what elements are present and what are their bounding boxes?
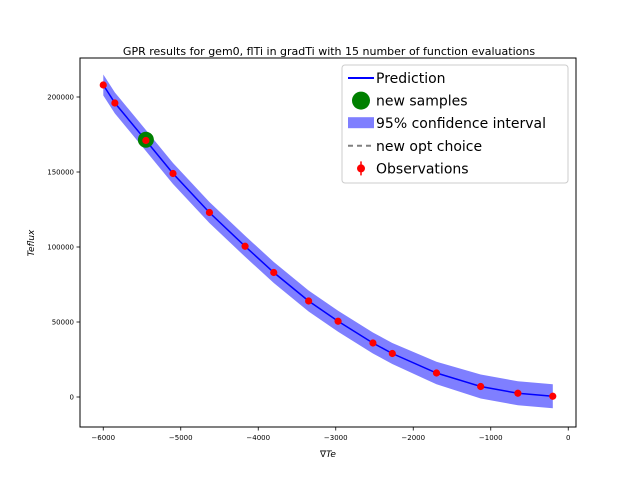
- x-tick-label: 0: [566, 434, 570, 442]
- observation-point: [369, 339, 377, 347]
- y-tick-label: 150000: [47, 169, 74, 177]
- observation-point: [477, 382, 485, 391]
- observation-point: [305, 297, 313, 305]
- x-tick-label: −2000: [401, 434, 425, 442]
- observation-point: [111, 99, 119, 107]
- y-tick-label: 0: [70, 394, 74, 402]
- legend-item: 95% confidence interval: [348, 116, 546, 132]
- legend-label: new samples: [376, 94, 468, 110]
- observation-point: [334, 317, 342, 325]
- x-tick-label: −6000: [91, 434, 115, 442]
- legend-item: new samples: [352, 91, 468, 110]
- legend-label: new opt choice: [376, 139, 482, 155]
- x-axis-ticks: −6000 −5000 −4000 −3000 −2000 −1000 0: [91, 427, 570, 442]
- plot-area: [99, 74, 557, 409]
- legend: Prediction new samples 95% confidence inte…: [341, 64, 569, 184]
- observation-point: [169, 169, 177, 178]
- observation-point: [549, 392, 557, 400]
- axes-frame: [79, 57, 577, 428]
- legend-label: Prediction: [376, 71, 446, 87]
- legend-handle-errorbar-marker: [357, 164, 365, 173]
- y-axis-label: Teflux: [27, 229, 37, 256]
- observation-point: [432, 369, 441, 377]
- legend-label: 95% confidence interval: [376, 116, 546, 132]
- x-tick-label: −1000: [479, 434, 503, 442]
- chart-title: GPR results for gem0, flTi in gradTi wit…: [123, 45, 535, 58]
- y-axis-ticks: 0 50000 100000 150000 200000: [47, 94, 80, 402]
- y-tick-label: 200000: [47, 94, 74, 102]
- observation-point: [99, 81, 107, 89]
- y-tick-label: 100000: [47, 244, 74, 252]
- legend-item: Prediction: [348, 71, 446, 87]
- x-tick-label: −4000: [246, 434, 270, 442]
- observation-point: [142, 136, 150, 145]
- y-tick-label: 50000: [52, 319, 74, 327]
- observation-point: [241, 242, 249, 250]
- observation-point: [388, 349, 396, 358]
- legend-handle-marker: [352, 91, 370, 110]
- legend-label: Observations: [376, 161, 469, 177]
- x-tick-label: −3000: [324, 434, 348, 442]
- observation-point: [205, 208, 214, 217]
- legend-item: Observations: [357, 161, 469, 177]
- legend-item: new opt choice: [348, 139, 482, 155]
- observation-point: [270, 268, 278, 277]
- observation-point: [514, 389, 522, 397]
- x-tick-label: −5000: [169, 434, 193, 442]
- legend-handle-patch: [348, 117, 374, 129]
- legend-box: [341, 64, 569, 184]
- x-axis-label: ∇Te: [319, 450, 336, 460]
